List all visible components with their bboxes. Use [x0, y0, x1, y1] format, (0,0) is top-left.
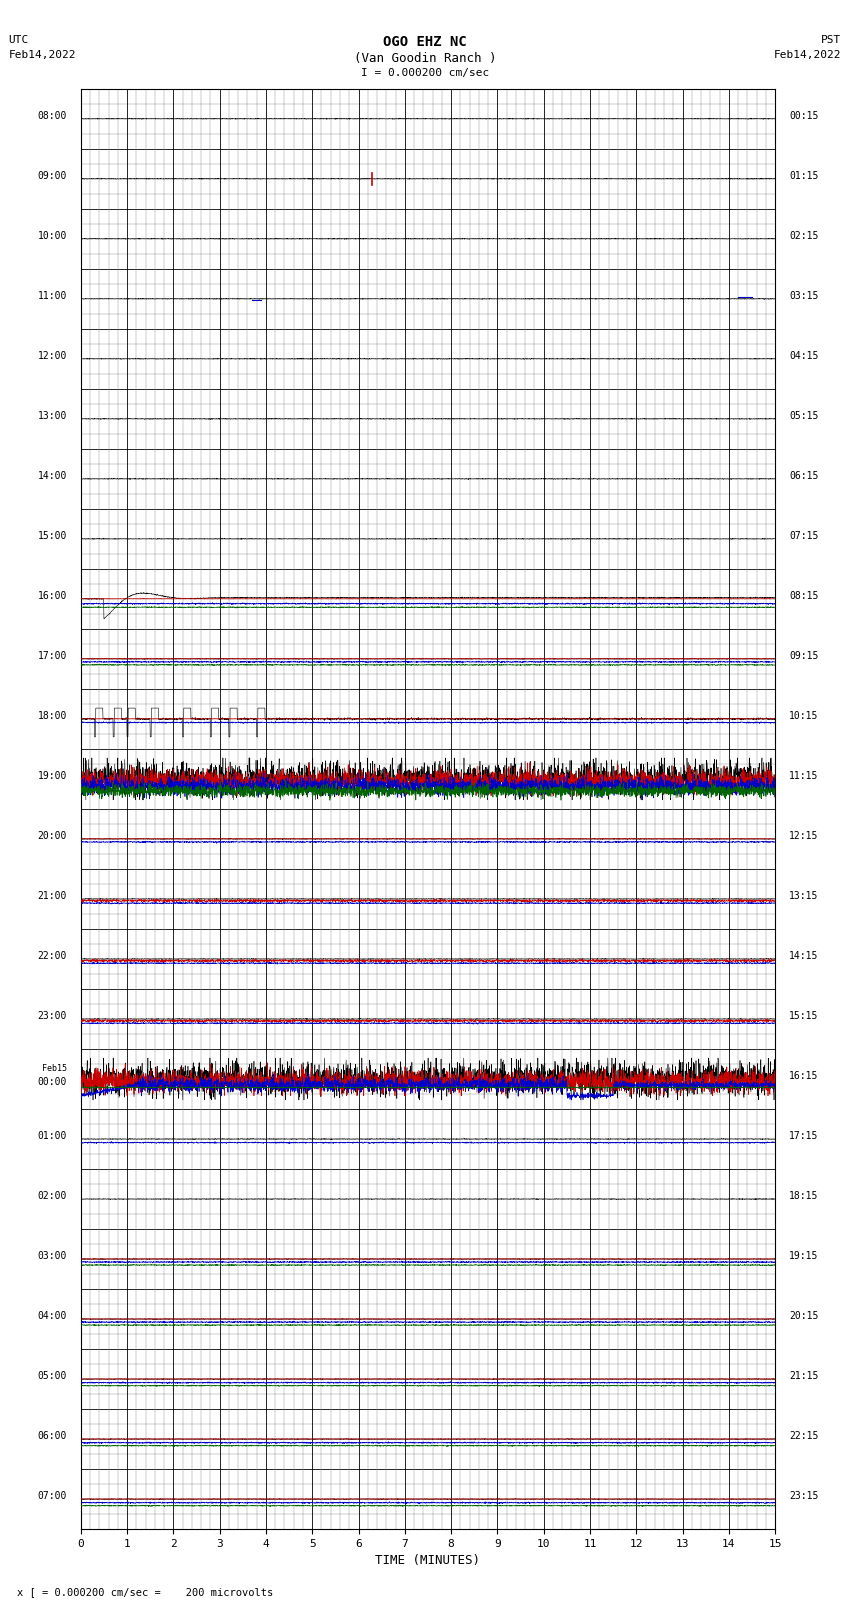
Text: 10:15: 10:15	[789, 711, 819, 721]
Text: 18:00: 18:00	[37, 711, 67, 721]
Text: Feb15: Feb15	[42, 1063, 67, 1073]
Text: 14:00: 14:00	[37, 471, 67, 481]
Text: 06:00: 06:00	[37, 1431, 67, 1440]
Text: 09:15: 09:15	[789, 652, 819, 661]
Text: 16:15: 16:15	[789, 1071, 819, 1081]
Text: 12:15: 12:15	[789, 831, 819, 840]
X-axis label: TIME (MINUTES): TIME (MINUTES)	[376, 1555, 480, 1568]
Text: 22:00: 22:00	[37, 952, 67, 961]
Text: 00:00: 00:00	[37, 1077, 67, 1087]
Text: 20:15: 20:15	[789, 1311, 819, 1321]
Text: 04:00: 04:00	[37, 1311, 67, 1321]
Text: 02:15: 02:15	[789, 231, 819, 240]
Text: (Van Goodin Ranch ): (Van Goodin Ranch )	[354, 52, 496, 65]
Text: 07:15: 07:15	[789, 531, 819, 540]
Text: 23:00: 23:00	[37, 1011, 67, 1021]
Text: 01:00: 01:00	[37, 1131, 67, 1140]
Text: 05:00: 05:00	[37, 1371, 67, 1381]
Text: 19:00: 19:00	[37, 771, 67, 781]
Text: 10:00: 10:00	[37, 231, 67, 240]
Text: 11:00: 11:00	[37, 290, 67, 300]
Text: OGO EHZ NC: OGO EHZ NC	[383, 35, 467, 50]
Text: 11:15: 11:15	[789, 771, 819, 781]
Text: 13:15: 13:15	[789, 890, 819, 902]
Text: 08:15: 08:15	[789, 590, 819, 602]
Text: 13:00: 13:00	[37, 411, 67, 421]
Text: Feb14,2022: Feb14,2022	[8, 50, 76, 60]
Text: 18:15: 18:15	[789, 1190, 819, 1202]
Text: 20:00: 20:00	[37, 831, 67, 840]
Text: 05:15: 05:15	[789, 411, 819, 421]
Text: 22:15: 22:15	[789, 1431, 819, 1440]
Text: 21:00: 21:00	[37, 890, 67, 902]
Text: 19:15: 19:15	[789, 1252, 819, 1261]
Text: 08:00: 08:00	[37, 111, 67, 121]
Text: 23:15: 23:15	[789, 1490, 819, 1502]
Text: 09:00: 09:00	[37, 171, 67, 181]
Text: Feb14,2022: Feb14,2022	[774, 50, 842, 60]
Text: 04:15: 04:15	[789, 350, 819, 361]
Text: 17:00: 17:00	[37, 652, 67, 661]
Text: 00:15: 00:15	[789, 111, 819, 121]
Text: 15:00: 15:00	[37, 531, 67, 540]
Text: 15:15: 15:15	[789, 1011, 819, 1021]
Text: x [ = 0.000200 cm/sec =    200 microvolts: x [ = 0.000200 cm/sec = 200 microvolts	[17, 1587, 273, 1597]
Text: 16:00: 16:00	[37, 590, 67, 602]
Text: 03:00: 03:00	[37, 1252, 67, 1261]
Text: PST: PST	[821, 35, 842, 45]
Text: 02:00: 02:00	[37, 1190, 67, 1202]
Text: 17:15: 17:15	[789, 1131, 819, 1140]
Text: 06:15: 06:15	[789, 471, 819, 481]
Text: 21:15: 21:15	[789, 1371, 819, 1381]
Text: 14:15: 14:15	[789, 952, 819, 961]
Text: UTC: UTC	[8, 35, 29, 45]
Text: 03:15: 03:15	[789, 290, 819, 300]
Text: 12:00: 12:00	[37, 350, 67, 361]
Text: I = 0.000200 cm/sec: I = 0.000200 cm/sec	[361, 68, 489, 77]
Text: 07:00: 07:00	[37, 1490, 67, 1502]
Text: 01:15: 01:15	[789, 171, 819, 181]
